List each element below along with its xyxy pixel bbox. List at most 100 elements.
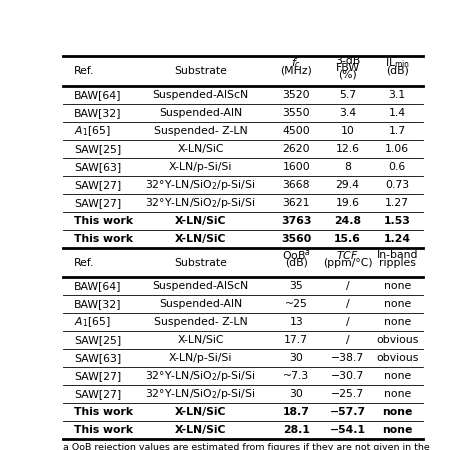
Text: 32°Y-LN/SiO$_2$/p-Si/Si: 32°Y-LN/SiO$_2$/p-Si/Si [146,196,256,210]
Text: 30: 30 [289,389,303,399]
Text: This work: This work [74,234,133,244]
Text: X-LN/p-Si/Si: X-LN/p-Si/Si [169,353,232,363]
Text: 3520: 3520 [283,90,310,100]
Text: 1.06: 1.06 [385,144,409,154]
Text: obvious: obvious [376,335,419,345]
Text: −25.7: −25.7 [331,389,364,399]
Text: Substrate: Substrate [174,66,227,76]
Text: Suspended-AlScN: Suspended-AlScN [153,281,249,291]
Text: (MHz): (MHz) [280,66,312,76]
Text: 0.73: 0.73 [385,180,409,190]
Text: 3763: 3763 [281,216,311,226]
Text: /: / [346,299,349,309]
Text: $\mathit{A}_1$[65]: $\mathit{A}_1$[65] [74,315,110,329]
Text: 3621: 3621 [283,198,310,208]
Text: /: / [346,335,349,345]
Text: SAW[27]: SAW[27] [74,389,121,399]
Text: 32°Y-LN/SiO$_2$/p-Si/Si: 32°Y-LN/SiO$_2$/p-Si/Si [146,387,256,401]
Text: BAW[64]: BAW[64] [74,281,121,291]
Text: none: none [383,317,411,327]
Text: X-LN/SiC: X-LN/SiC [177,144,224,154]
Text: $\mathit{TCF}$: $\mathit{TCF}$ [337,249,359,261]
Text: (dB): (dB) [386,66,409,76]
Text: a OoB rejection values are estimated from figures if they are not given in the: a OoB rejection values are estimated fro… [63,443,429,450]
Text: 1.24: 1.24 [384,234,410,244]
Text: (%): (%) [338,69,357,80]
Text: BAW[64]: BAW[64] [74,90,121,100]
Text: 19.6: 19.6 [336,198,360,208]
Text: ripples: ripples [379,257,416,268]
Text: /: / [346,317,349,327]
Text: This work: This work [74,407,133,417]
Text: 24.8: 24.8 [334,216,361,226]
Text: (ppm/°C): (ppm/°C) [323,257,373,268]
Text: none: none [383,299,411,309]
Text: 2620: 2620 [283,144,310,154]
Text: 12.6: 12.6 [336,144,360,154]
Text: 32°Y-LN/SiO$_2$/p-Si/Si: 32°Y-LN/SiO$_2$/p-Si/Si [146,369,256,383]
Text: 28.1: 28.1 [283,425,310,435]
Text: Suspended-AlScN: Suspended-AlScN [153,90,249,100]
Text: This work: This work [74,425,133,435]
Text: SAW[25]: SAW[25] [74,335,121,345]
Text: Suspended-AlN: Suspended-AlN [159,299,242,309]
Text: In-band: In-band [376,250,418,260]
Text: none: none [383,281,411,291]
Text: −54.1: −54.1 [329,425,365,435]
Text: −38.7: −38.7 [331,353,364,363]
Text: 3-dB: 3-dB [335,56,360,66]
Text: SAW[63]: SAW[63] [74,353,121,363]
Text: X-LN/SiC: X-LN/SiC [175,216,227,226]
Text: This work: This work [74,216,133,226]
Text: 1.53: 1.53 [384,216,410,226]
Text: 18.7: 18.7 [283,407,310,417]
Text: 8: 8 [344,162,351,172]
Text: none: none [383,389,411,399]
Text: 1600: 1600 [283,162,310,172]
Text: obvious: obvious [376,353,419,363]
Text: 30: 30 [289,353,303,363]
Text: none: none [383,371,411,381]
Text: Suspended- Z-LN: Suspended- Z-LN [154,317,247,327]
Text: IL$_{\rm min}$: IL$_{\rm min}$ [384,56,410,70]
Text: −30.7: −30.7 [331,371,364,381]
Text: Ref.: Ref. [74,66,94,76]
Text: none: none [382,425,412,435]
Text: 1.7: 1.7 [389,126,406,136]
Text: SAW[27]: SAW[27] [74,198,121,208]
Text: /: / [346,281,349,291]
Text: 15.6: 15.6 [334,234,361,244]
Text: 29.4: 29.4 [336,180,360,190]
Text: 3.4: 3.4 [339,108,356,118]
Text: OoB$^a$: OoB$^a$ [282,248,310,262]
Text: SAW[63]: SAW[63] [74,162,121,172]
Text: 1.4: 1.4 [389,108,406,118]
Text: X-LN/SiC: X-LN/SiC [177,335,224,345]
Text: SAW[27]: SAW[27] [74,371,121,381]
Text: Suspended-AlN: Suspended-AlN [159,108,242,118]
Text: 3560: 3560 [281,234,311,244]
Text: Suspended- Z-LN: Suspended- Z-LN [154,126,247,136]
Text: 3550: 3550 [283,108,310,118]
Text: X-LN/SiC: X-LN/SiC [175,234,227,244]
Text: ~25: ~25 [285,299,308,309]
Text: Ref.: Ref. [74,257,94,268]
Text: 1.27: 1.27 [385,198,409,208]
Text: none: none [382,407,412,417]
Text: X-LN/p-Si/Si: X-LN/p-Si/Si [169,162,232,172]
Text: 35: 35 [289,281,303,291]
Text: 5.7: 5.7 [339,90,356,100]
Text: $f_c$: $f_c$ [291,56,301,70]
Text: 17.7: 17.7 [284,335,308,345]
Text: 13: 13 [289,317,303,327]
Text: 3668: 3668 [283,180,310,190]
Text: X-LN/SiC: X-LN/SiC [175,407,227,417]
Text: SAW[25]: SAW[25] [74,144,121,154]
Text: $\mathit{A}_1$[65]: $\mathit{A}_1$[65] [74,124,110,138]
Text: BAW[32]: BAW[32] [74,299,121,309]
Text: X-LN/SiC: X-LN/SiC [175,425,227,435]
Text: −57.7: −57.7 [329,407,365,417]
Text: 10: 10 [341,126,355,136]
Text: SAW[27]: SAW[27] [74,180,121,190]
Text: 3.1: 3.1 [389,90,406,100]
